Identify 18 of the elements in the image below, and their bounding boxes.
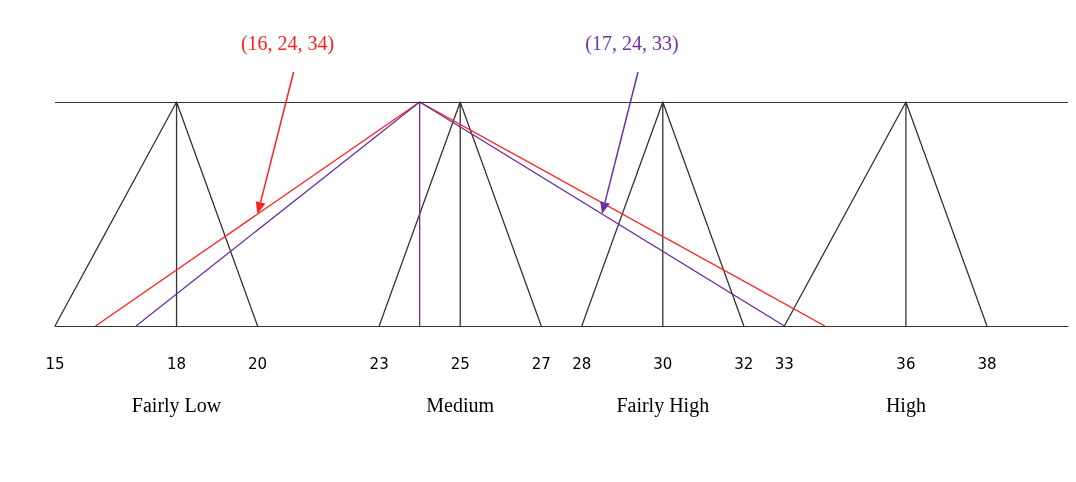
x-tick-label: 28 [572, 354, 592, 373]
x-tick-label: 20 [248, 354, 268, 373]
x-tick-label: 38 [977, 354, 997, 373]
x-tick-label: 30 [653, 354, 673, 373]
text: Medium [426, 394, 495, 416]
x-tick-label: 23 [369, 354, 389, 373]
x-tick-label: 36 [896, 354, 916, 373]
x-tick-label: 27 [531, 354, 551, 373]
text: High [885, 394, 926, 417]
text: Fairly Low [131, 394, 222, 417]
text: Fairly High [616, 394, 710, 417]
x-tick-label: 33 [774, 354, 794, 373]
text: (17, 24, 33) [585, 32, 679, 55]
x-tick-label: 18 [167, 354, 187, 373]
x-tick-label: 32 [734, 354, 754, 373]
x-tick-label: 15 [45, 354, 65, 373]
x-tick-label: 25 [450, 354, 470, 373]
text: (16, 24, 34) [240, 32, 335, 55]
